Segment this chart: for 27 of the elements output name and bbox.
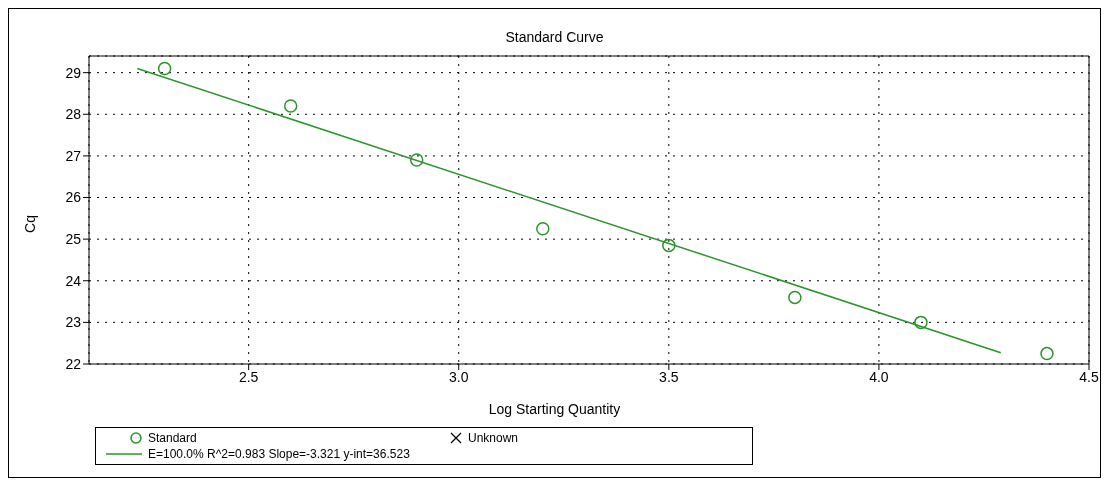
y-tick-label: 22: [65, 355, 82, 372]
point: [788, 290, 802, 305]
point: [157, 61, 172, 76]
x-tick-label: 4.5: [1079, 368, 1099, 385]
y-tick-label: 29: [65, 64, 82, 81]
x-tick-label: 2.5: [238, 368, 259, 385]
point: [409, 153, 424, 167]
point: [914, 315, 928, 330]
y-tick-label: 23: [65, 314, 82, 331]
y-tick-label: 27: [65, 147, 82, 164]
y-tick-label: 26: [65, 189, 82, 206]
point: [536, 221, 550, 236]
x-tick-label: 3.5: [659, 368, 679, 385]
point: [283, 99, 298, 113]
y-axis-title: Cq: [22, 215, 38, 233]
legend-label: E=100.0% R^2=0.983 Slope=-3.321 y-int=36.523: [148, 447, 410, 461]
y-tick-label: 28: [65, 106, 82, 123]
legend-label: Standard: [148, 431, 197, 445]
legend-label: Unknown: [468, 431, 519, 445]
x-axis-title: Log Starting Quantity: [487, 401, 622, 417]
x-tick-label: 3.0: [449, 368, 469, 385]
y-tick-label: 25: [65, 231, 82, 248]
chart-title: Standard Curve: [504, 29, 605, 45]
point: [662, 238, 676, 253]
x-tick-label: 4.0: [869, 368, 889, 385]
y-tick-label: 24: [65, 272, 82, 289]
point: [1040, 346, 1054, 361]
